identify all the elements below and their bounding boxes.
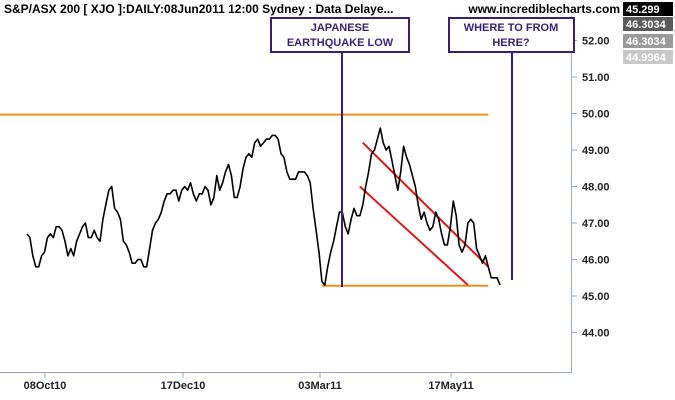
price-label-2-bg — [623, 34, 673, 48]
where-to-annotation-line-2: HERE? — [492, 37, 530, 49]
where-to-annotation-box — [448, 17, 575, 53]
price-label-0-bg — [623, 2, 673, 16]
x-tick-label-3: 17May11 — [428, 380, 473, 392]
channel-line-2 — [362, 141, 490, 268]
y-axis-ticks: 44.00 45.00 46.00 47.00 48.00 49.00 50.00 51.00… — [571, 36, 610, 340]
y-tick-label-8: 52.00 — [582, 36, 610, 48]
y-axis-line — [571, 16, 572, 373]
price-series-line — [26, 127, 501, 286]
earthquake-annotation-line-1: JAPANESE — [311, 22, 369, 34]
price-label-1-bg — [623, 17, 673, 31]
channel-line-3 — [359, 185, 469, 286]
y-tick-label-0: 44.00 — [582, 328, 610, 340]
x-axis-ticks: 08Oct10 17Dec10 03Mar11 17May11 — [24, 372, 474, 392]
y-tick-label-1: 45.00 — [582, 291, 610, 303]
price-label-1: 46.3034 — [626, 19, 667, 31]
chart-header-title: S&P/ASX 200 [ XJO ]:DAILY:08Jun2011 12:0… — [4, 2, 394, 16]
price-label-stack: 45.299 46.3034 46.3034 44.9964 — [623, 2, 673, 64]
y-tick-label-7: 51.00 — [582, 72, 610, 84]
price-label-0: 45.299 — [626, 4, 660, 16]
trend-lines — [0, 113, 490, 287]
earthquake-annotation-line-2: EARTHQUAKE LOW — [287, 37, 394, 49]
y-tick-label-6: 50.00 — [582, 109, 610, 121]
y-tick-label-2: 46.00 — [582, 255, 610, 267]
earthquake-annotation-box — [270, 17, 410, 53]
x-tick-label-2: 03Mar11 — [298, 380, 341, 392]
x-tick-label-1: 17Dec10 — [161, 380, 206, 392]
where-to-annotation-line-1: WHERE TO FROM — [464, 22, 559, 34]
y-tick-label-5: 49.00 — [582, 145, 610, 157]
x-axis-line — [0, 372, 571, 373]
x-tick-label-0: 08Oct10 — [24, 380, 67, 392]
chart-header-site: www.incrediblecharts.com — [467, 2, 620, 16]
y-tick-label-4: 48.00 — [582, 182, 610, 194]
price-label-2: 46.3034 — [626, 36, 667, 48]
price-label-3: 44.9964 — [626, 52, 667, 64]
price-label-3-bg — [623, 50, 673, 64]
y-tick-label-3: 47.00 — [582, 218, 610, 230]
